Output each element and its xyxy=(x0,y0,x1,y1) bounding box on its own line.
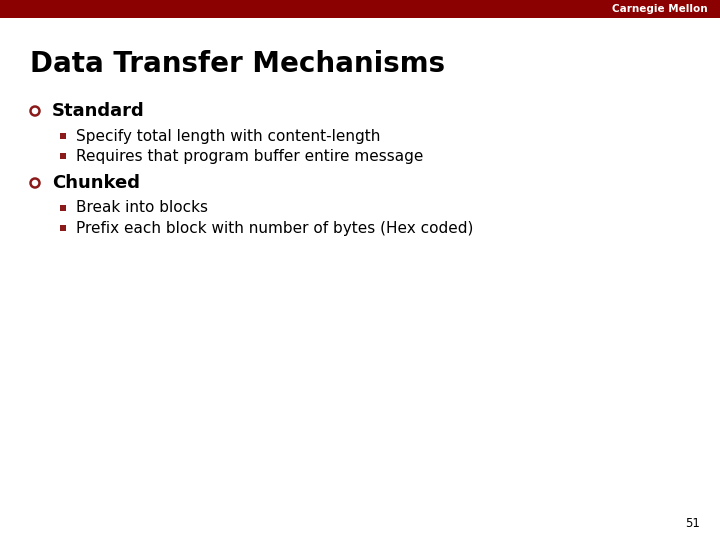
Text: Carnegie Mellon: Carnegie Mellon xyxy=(613,4,708,14)
Bar xyxy=(0,0,720,18)
Bar xyxy=(60,225,66,231)
Bar xyxy=(60,205,66,211)
Text: Standard: Standard xyxy=(52,102,145,120)
Text: Requires that program buffer entire message: Requires that program buffer entire mess… xyxy=(76,148,423,164)
Bar xyxy=(60,133,66,139)
Bar xyxy=(60,153,66,159)
Text: 51: 51 xyxy=(685,517,700,530)
Text: Prefix each block with number of bytes (Hex coded): Prefix each block with number of bytes (… xyxy=(76,220,473,235)
Text: Chunked: Chunked xyxy=(52,174,140,192)
Text: Data Transfer Mechanisms: Data Transfer Mechanisms xyxy=(30,50,445,78)
Text: Break into blocks: Break into blocks xyxy=(76,200,208,215)
Text: Specify total length with content-length: Specify total length with content-length xyxy=(76,129,380,144)
